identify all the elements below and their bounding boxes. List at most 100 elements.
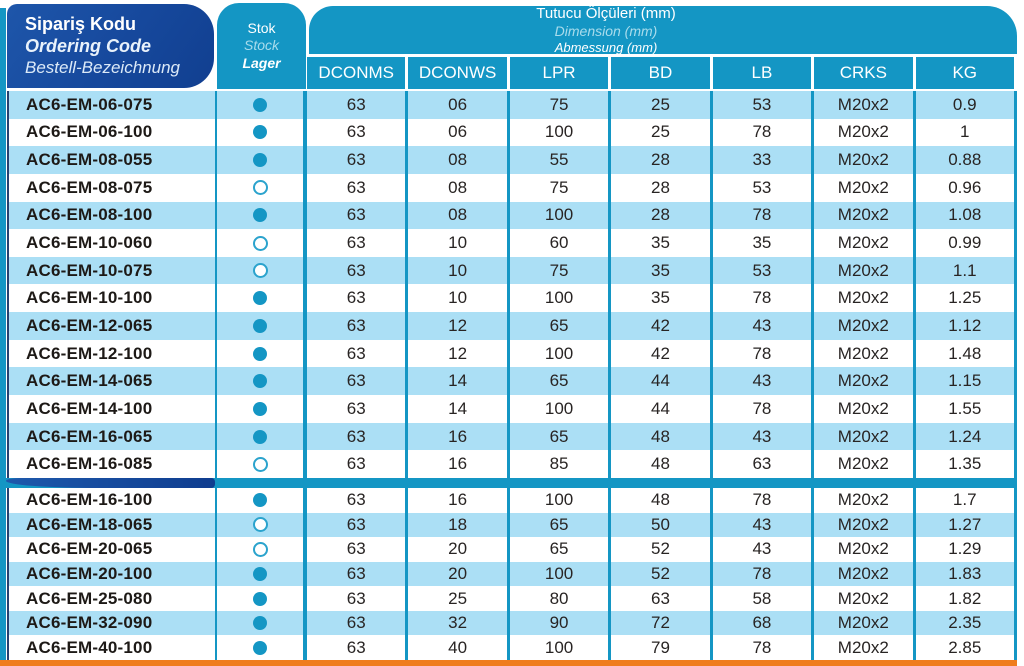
table-section-2: AC6-EM-16-100 63 16 100 48 78 M20x2 1.7 AC6-EM-1… <box>7 488 1017 661</box>
dimensions-label-en: Dimension (mm) <box>554 22 658 39</box>
dimensions-header: Tutucu Ölçüleri (mm) Dimension (mm) Abme… <box>309 5 1017 55</box>
table-row: AC6-EM-10-100 63 10 100 35 78 M20x2 1.25 <box>9 284 1017 313</box>
stock-empty-icon <box>252 456 268 472</box>
value-cell: 16 <box>408 422 510 451</box>
stock-filled-icon <box>253 318 267 333</box>
value-cell: M20x2 <box>814 256 916 285</box>
ordering-code-cell: AC6-EM-16-100 <box>9 488 217 513</box>
value-cell: 43 <box>713 367 815 396</box>
value-cell: 63 <box>307 450 409 478</box>
value-cell: 43 <box>713 537 815 562</box>
value-cell: 44 <box>611 367 713 396</box>
table-row: AC6-EM-20-065 63 20 65 52 43 M20x2 1.29 <box>9 537 1017 562</box>
value-cell: 1.82 <box>916 586 1017 611</box>
value-cell: 65 <box>510 422 612 451</box>
value-cell: 48 <box>611 450 713 478</box>
table-row: AC6-EM-32-090 63 32 90 72 68 M20x2 2.35 <box>9 610 1017 636</box>
stock-cell <box>217 339 307 368</box>
value-cell: 63 <box>307 635 409 661</box>
value-cell: 35 <box>611 256 713 285</box>
value-cell: 78 <box>713 395 815 423</box>
value-cell: 16 <box>408 450 510 478</box>
value-cell: M20x2 <box>814 146 916 174</box>
value-cell: 32 <box>408 610 510 636</box>
value-cell: M20x2 <box>814 488 916 513</box>
stock-filled-icon <box>253 591 267 606</box>
value-cell: M20x2 <box>814 512 916 538</box>
ordering-code-cell: AC6-EM-08-075 <box>9 173 217 202</box>
stock-empty-icon <box>252 517 268 533</box>
value-cell: 1.55 <box>916 395 1017 423</box>
ordering-code-cell: AC6-EM-25-080 <box>9 586 217 611</box>
stock-cell <box>217 635 307 661</box>
value-cell: 2.85 <box>916 635 1017 661</box>
stock-label-en: Stock <box>243 37 279 54</box>
value-cell: 100 <box>510 201 612 230</box>
separator-swoosh <box>6 478 215 488</box>
stock-cell <box>217 118 307 147</box>
ordering-code-cell: AC6-EM-06-075 <box>9 91 217 119</box>
ordering-code-cell: AC6-EM-10-060 <box>9 229 217 257</box>
value-cell: M20x2 <box>814 201 916 230</box>
table-row: AC6-EM-06-075 63 06 75 25 53 M20x2 0.9 <box>9 91 1017 119</box>
value-cell: 18 <box>408 512 510 538</box>
stock-cell <box>217 367 307 396</box>
table-row: AC6-EM-16-100 63 16 100 48 78 M20x2 1.7 <box>9 488 1017 513</box>
value-cell: 52 <box>611 561 713 587</box>
ordering-code-cell: AC6-EM-08-055 <box>9 146 217 174</box>
ordering-code-label-de: Bestell-Bezeichnung <box>25 57 180 77</box>
stock-filled-icon <box>253 153 267 168</box>
value-cell: 78 <box>713 284 815 313</box>
value-cell: 78 <box>713 118 815 147</box>
ordering-code-cell: AC6-EM-10-100 <box>9 284 217 313</box>
stock-filled-icon <box>253 97 267 112</box>
stock-cell <box>217 561 307 587</box>
value-cell: 0.9 <box>916 91 1017 119</box>
stock-filled-icon <box>253 616 267 631</box>
value-cell: 08 <box>408 201 510 230</box>
value-cell: 50 <box>611 512 713 538</box>
value-cell: 1.15 <box>916 367 1017 396</box>
column-header-dconms: DCONMS <box>307 57 409 89</box>
value-cell: 0.88 <box>916 146 1017 174</box>
value-cell: M20x2 <box>814 422 916 451</box>
value-cell: 65 <box>510 312 612 340</box>
ordering-code-label-en: Ordering Code <box>25 35 152 56</box>
value-cell: 90 <box>510 610 612 636</box>
ordering-code-cell: AC6-EM-14-100 <box>9 395 217 423</box>
value-cell: 1.1 <box>916 256 1017 285</box>
ordering-code-cell: AC6-EM-12-065 <box>9 312 217 340</box>
value-cell: 53 <box>713 173 815 202</box>
value-cell: 43 <box>713 512 815 538</box>
value-cell: M20x2 <box>814 450 916 478</box>
table-row: AC6-EM-08-100 63 08 100 28 78 M20x2 1.08 <box>9 201 1017 230</box>
value-cell: 79 <box>611 635 713 661</box>
table-row: AC6-EM-08-055 63 08 55 28 33 M20x2 0.88 <box>9 146 1017 174</box>
value-cell: 35 <box>713 229 815 257</box>
ordering-code-header: Sipariş Kodu Ordering Code Bestell-Bezei… <box>7 4 214 88</box>
stock-cell <box>217 201 307 230</box>
stock-header: Stok Stock Lager <box>217 3 306 89</box>
column-header-lpr: LPR <box>509 57 612 89</box>
value-cell: 75 <box>510 173 612 202</box>
section-separator <box>0 478 1017 488</box>
value-cell: 35 <box>611 284 713 313</box>
table-row: AC6-EM-12-065 63 12 65 42 43 M20x2 1.12 <box>9 312 1017 340</box>
value-cell: 75 <box>510 256 612 285</box>
ordering-code-cell: AC6-EM-12-100 <box>9 339 217 368</box>
value-cell: M20x2 <box>814 91 916 119</box>
table-row: AC6-EM-06-100 63 06 100 25 78 M20x2 1 <box>9 118 1017 147</box>
value-cell: 1.48 <box>916 339 1017 368</box>
value-cell: 63 <box>307 284 409 313</box>
value-cell: 100 <box>510 284 612 313</box>
ordering-code-cell: AC6-EM-20-065 <box>9 537 217 562</box>
value-cell: 63 <box>307 537 409 562</box>
value-cell: 40 <box>408 635 510 661</box>
value-cell: 06 <box>408 118 510 147</box>
value-cell: M20x2 <box>814 586 916 611</box>
value-cell: 48 <box>611 422 713 451</box>
stock-filled-icon <box>253 429 267 444</box>
value-cell: 10 <box>408 229 510 257</box>
value-cell: 100 <box>510 118 612 147</box>
stock-cell <box>217 586 307 611</box>
